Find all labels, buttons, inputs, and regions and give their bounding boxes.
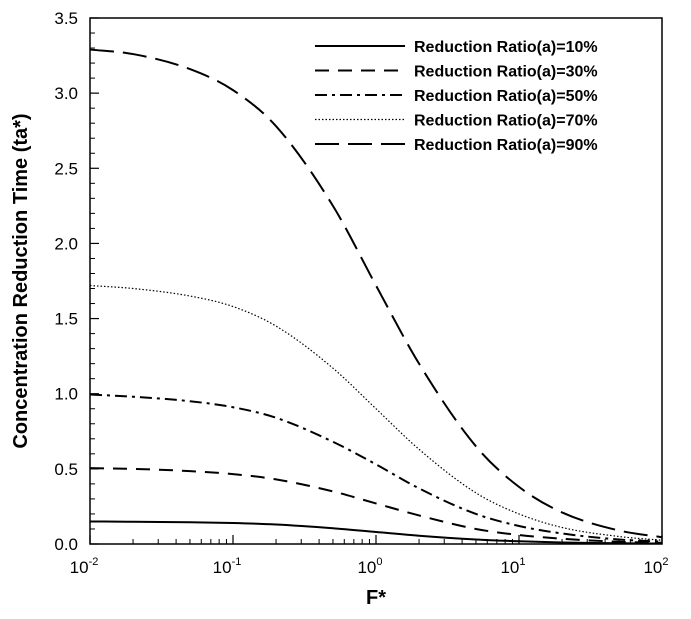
y-tick-label: 0.0 [54,535,78,554]
y-tick-label: 2.0 [54,234,78,253]
x-tick-label: 10-2 [70,556,99,577]
series-line-3 [89,393,663,543]
legend: Reduction Ratio(a)=10% Reduction Ratio(a)… [315,39,598,154]
legend-label-1: Reduction Ratio(a)=10% [414,39,598,56]
y-tick-label: 0.5 [54,460,78,479]
y-tick-label: 1.5 [54,310,78,329]
series-line-5 [89,48,663,539]
x-tick-label: 10-1 [213,556,242,577]
x-axis-label: F* [366,587,386,609]
x-tick-label: 101 [500,556,525,577]
legend-label-2: Reduction Ratio(a)=30% [414,64,598,81]
y-tick-label: 1.0 [54,385,78,404]
y-tick-label: 2.5 [54,159,78,178]
series-line-4 [89,284,663,541]
legend-label-4: Reduction Ratio(a)=70% [414,113,598,130]
ticks-layer: 0.0 0.5 1.0 1.5 2.0 2.5 3.0 3.5 10-2 10-1 100 101 10… [54,9,668,577]
y-axis-label: Concentration Reduction Time (ta*) [10,113,32,448]
legend-label-3: Reduction Ratio(a)=50% [414,88,598,105]
legend-label-5: Reduction Ratio(a)=90% [414,137,598,154]
y-tick-label: 3.5 [54,9,78,28]
y-tick-label: 3.0 [54,84,78,103]
x-tick-label: 100 [357,556,382,577]
series-line-2 [89,467,663,544]
x-tick-label: 102 [643,556,668,577]
